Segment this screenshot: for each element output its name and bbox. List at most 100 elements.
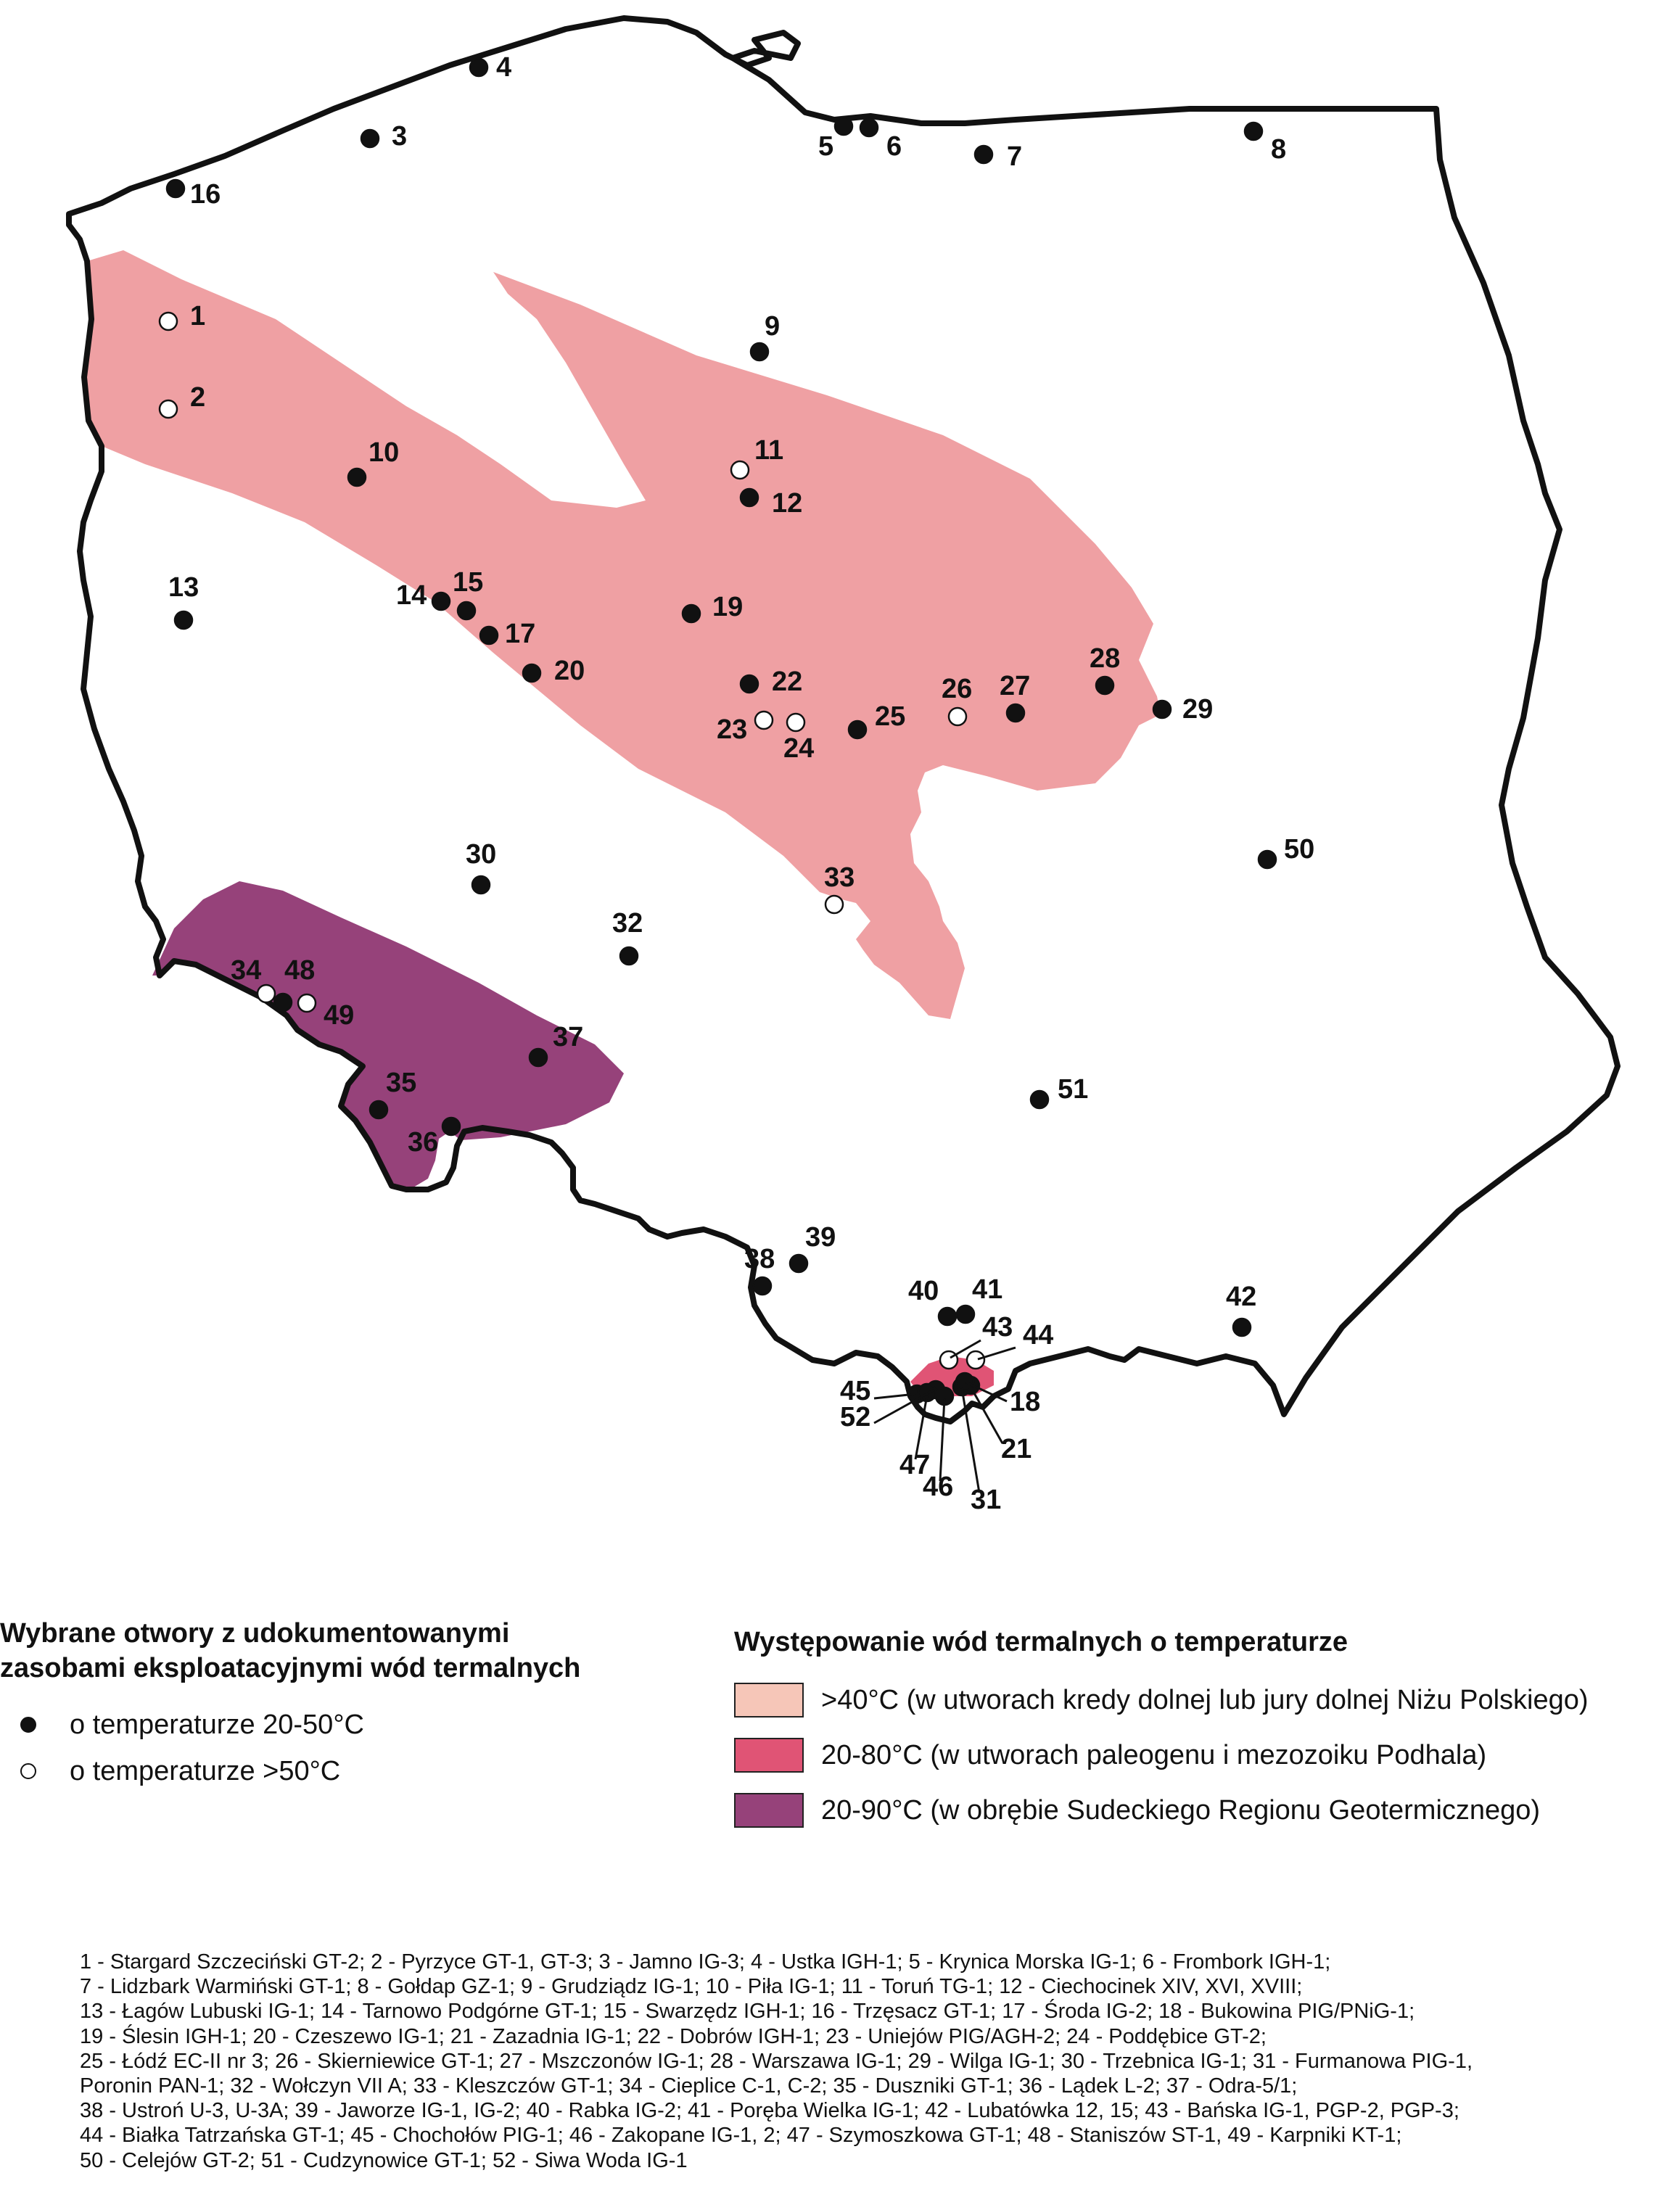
well-marker-5[interactable]: [833, 116, 854, 136]
well-label-7: 7: [1007, 141, 1022, 172]
legend-zone-40-row: >40°C (w utworach kredy dolnej lub jury …: [734, 1673, 1670, 1728]
leader-line: [969, 1386, 1004, 1444]
well-marker-10[interactable]: [347, 467, 367, 487]
well-marker-27[interactable]: [1005, 703, 1026, 723]
well-label-52: 52: [840, 1402, 870, 1432]
well-marker-30[interactable]: [471, 875, 491, 895]
well-label-4: 4: [496, 52, 511, 83]
well-marker-3[interactable]: [360, 128, 380, 149]
well-label-33: 33: [824, 862, 855, 893]
well-marker-15[interactable]: [456, 601, 477, 621]
well-marker-39[interactable]: [788, 1253, 809, 1274]
well-label-5: 5: [818, 131, 833, 162]
leader-line: [939, 1398, 946, 1482]
well-label-11: 11: [754, 435, 783, 466]
well-label-44: 44: [1023, 1320, 1053, 1351]
well-label-37: 37: [553, 1022, 583, 1052]
well-marker-4[interactable]: [469, 57, 489, 78]
well-label-19: 19: [712, 592, 743, 622]
well-marker-24[interactable]: [786, 712, 806, 733]
warm-well-dot-icon: [20, 1717, 36, 1733]
well-marker-29[interactable]: [1152, 699, 1172, 719]
well-list-line: 25 - Łódź EC-II nr 3; 26 - Skierniewice …: [80, 2049, 1473, 2073]
well-marker-8[interactable]: [1243, 121, 1264, 141]
leader-line: [960, 1387, 981, 1493]
well-marker-43[interactable]: [939, 1350, 959, 1370]
well-marker-26[interactable]: [947, 706, 968, 727]
leader-line: [873, 1388, 935, 1424]
well-marker-34[interactable]: [256, 984, 276, 1004]
well-marker-18[interactable]: [955, 1372, 975, 1392]
well-marker-51[interactable]: [1029, 1089, 1050, 1110]
well-label-49: 49: [324, 1000, 354, 1031]
well-marker-16[interactable]: [165, 178, 186, 199]
well-label-3: 3: [392, 121, 407, 152]
leader-line: [914, 1395, 928, 1460]
well-label-38: 38: [744, 1244, 775, 1274]
well-label-48: 48: [284, 955, 315, 986]
well-marker-13[interactable]: [173, 610, 194, 630]
well-label-18: 18: [1010, 1387, 1040, 1417]
well-marker-33[interactable]: [824, 894, 844, 915]
well-marker-20[interactable]: [522, 663, 542, 683]
well-list: 1 - Stargard Szczeciński GT-2; 2 - Pyrzy…: [80, 1950, 1676, 2173]
well-marker-36[interactable]: [441, 1116, 461, 1137]
legend-wells-title-line1: Wybrane otwory z udokumentowanymi: [0, 1618, 510, 1649]
well-label-14: 14: [396, 580, 427, 611]
well-marker-28[interactable]: [1095, 675, 1115, 696]
well-marker-25[interactable]: [847, 719, 868, 740]
well-marker-19[interactable]: [681, 603, 701, 624]
well-marker-9[interactable]: [749, 342, 770, 362]
well-marker-11[interactable]: [730, 460, 750, 480]
well-label-22: 22: [772, 667, 802, 697]
well-label-17: 17: [505, 619, 535, 649]
well-marker-37[interactable]: [528, 1047, 548, 1068]
well-marker-12[interactable]: [739, 487, 759, 508]
well-marker-14[interactable]: [431, 591, 451, 611]
well-marker-2[interactable]: [158, 399, 178, 419]
hot-well-dot-icon: [20, 1763, 36, 1779]
well-label-43: 43: [982, 1312, 1013, 1343]
leader-line: [873, 1393, 916, 1400]
well-label-31: 31: [971, 1485, 1001, 1515]
legend-wells-title-line2: zasobami eksploatacyjnymi wód termalnych: [0, 1653, 581, 1683]
well-label-1: 1: [190, 301, 205, 331]
wells-layer: [158, 57, 1277, 1406]
well-label-46: 46: [923, 1472, 953, 1502]
legend-zone-40-label: >40°C (w utworach kredy dolnej lub jury …: [821, 1684, 1589, 1715]
well-marker-32[interactable]: [619, 946, 639, 966]
well-marker-44[interactable]: [965, 1350, 986, 1370]
well-marker-1[interactable]: [158, 311, 178, 331]
legend-wells: Wybrane otwory z udokumentowanymi zasoba…: [0, 1616, 696, 1794]
well-marker-42[interactable]: [1232, 1317, 1252, 1337]
well-marker-49[interactable]: [297, 993, 317, 1013]
well-label-27: 27: [1000, 671, 1030, 701]
well-list-line: 13 - Łagów Lubuski IG-1; 14 - Tarnowo Po…: [80, 2000, 1415, 2024]
well-marker-38[interactable]: [752, 1276, 773, 1296]
well-label-21: 21: [1001, 1434, 1032, 1464]
well-label-10: 10: [368, 437, 399, 468]
well-label-35: 35: [386, 1068, 416, 1098]
well-marker-7[interactable]: [973, 144, 994, 165]
well-label-28: 28: [1090, 643, 1120, 674]
zone-20-80c-swatch: [734, 1738, 804, 1773]
well-marker-50[interactable]: [1257, 849, 1277, 870]
zone-40c-lowlands: [84, 250, 1161, 1019]
legend-warm-row: o temperaturze 20-50°C: [20, 1702, 696, 1748]
well-marker-23[interactable]: [754, 710, 774, 730]
well-marker-6[interactable]: [859, 117, 879, 138]
well-label-34: 34: [231, 955, 261, 986]
well-label-32: 32: [612, 908, 643, 939]
well-marker-40[interactable]: [937, 1306, 958, 1327]
leader-line: [977, 1346, 1016, 1361]
well-label-9: 9: [765, 311, 780, 342]
well-label-42: 42: [1226, 1282, 1256, 1312]
well-label-8: 8: [1271, 134, 1286, 165]
well-marker-41[interactable]: [955, 1304, 976, 1324]
well-label-24: 24: [783, 733, 814, 764]
well-marker-35[interactable]: [368, 1100, 389, 1120]
well-marker-48[interactable]: [273, 992, 293, 1013]
well-marker-17[interactable]: [479, 625, 499, 646]
well-marker-22[interactable]: [739, 674, 759, 694]
